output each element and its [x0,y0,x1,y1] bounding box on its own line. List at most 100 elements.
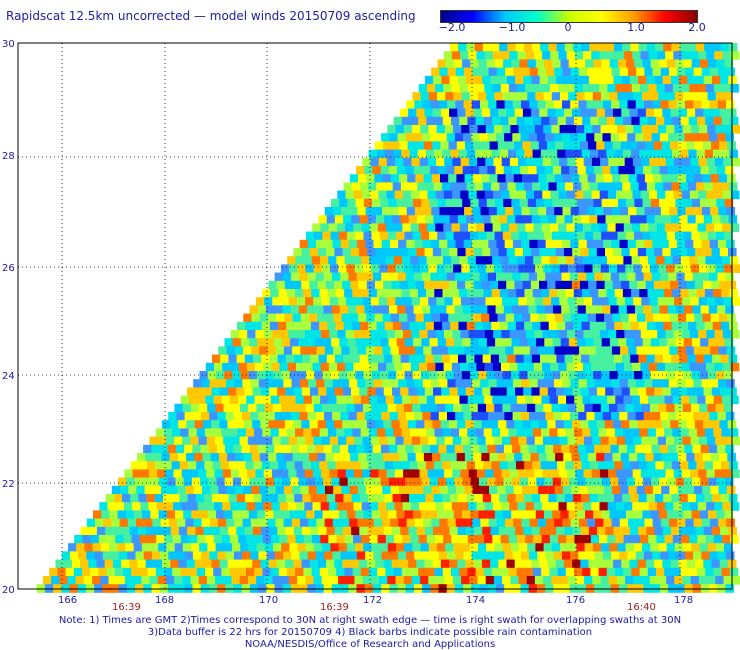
swath-cell [401,428,411,437]
swath-cell [645,108,655,118]
swath-cell [485,469,494,478]
swath-cell [311,395,321,405]
swath-cell [476,502,486,511]
swath-cell [355,338,365,347]
swath-cell [134,510,143,519]
lon-label: 166 [58,595,77,606]
swath-cell [646,75,655,85]
swath-cell [583,502,592,511]
swath-cell [728,215,738,224]
swath-cell [495,338,504,347]
swath-cell [148,469,158,478]
swath-cell [394,190,404,200]
swath-cell [82,567,91,577]
swath-cell [348,272,357,282]
swath-cell [591,330,601,339]
swath-cell [299,412,308,421]
swath-cell [74,535,83,544]
swath-cell [465,248,475,257]
swath-cell [574,362,584,372]
chart-title: Rapidscat 12.5km uncorrected — model win… [6,9,416,23]
swath-cell [512,412,522,421]
swath-cell [496,207,506,216]
swath-cell [698,576,708,585]
swath-cell [304,330,314,339]
swath-cell [322,510,332,519]
swath-cell [357,379,366,388]
swath-cell [653,174,662,183]
swath-cell [493,330,502,339]
swath-cell [571,313,580,323]
swath-cell [487,477,496,487]
swath-cell [432,280,441,290]
swath-cell [507,321,517,331]
swath-cell [609,338,619,347]
swath-cell [725,412,735,421]
swath-cell [436,297,445,306]
swath-cell [255,502,264,511]
swath-cell [449,75,459,85]
swath-cell [322,403,331,413]
swath-cell [673,362,682,372]
swath-cell [649,436,659,446]
swath-cell [632,502,641,511]
swath-cell [136,485,145,495]
swath-cell [568,510,578,519]
swath-cell [164,567,173,577]
swath-cell [265,338,275,347]
swath-cell [438,305,447,314]
swath-cell [476,223,485,232]
swath-cell [480,67,489,77]
swath-cell [558,223,567,232]
swath-cell [318,215,328,224]
swath-cell [575,436,585,446]
swath-cell [175,444,185,454]
swath-cell [157,436,167,446]
swath-cell [474,354,483,364]
swath-cell [501,502,510,511]
swath-cell [628,518,637,528]
swath-cell [143,551,153,560]
swath-cell [423,518,432,528]
swath-cell [482,494,492,503]
swath-cell [433,75,442,85]
swath-cell [159,444,169,454]
swath-cell [580,248,589,257]
swath-cell [491,321,500,331]
swath-cell [334,420,343,429]
swath-cell [461,576,470,585]
swath-cell [586,239,596,249]
swath-cell [137,559,147,569]
swath-cell [723,297,732,306]
swath-cell [539,420,548,429]
swath-cell [338,231,348,241]
swath-cell [540,43,549,52]
swath-cell [126,477,135,487]
swath-cell [361,190,371,200]
swath-cell [451,223,461,232]
swath-cell [541,256,550,265]
swath-cell [658,510,668,519]
swath-cell [678,141,687,150]
swath-cell [332,272,341,282]
swath-cell [666,125,675,134]
swath-cell [616,157,626,167]
swath-cell [353,330,363,339]
swath-cell [544,59,553,68]
swath-cell [418,567,427,577]
swath-cell [430,305,439,314]
swath-cell [578,379,588,388]
swath-cell [172,567,181,577]
swath-cell [517,190,527,200]
swath-cell [548,494,557,503]
swath-cell [599,84,608,93]
swath-cell [711,559,721,569]
swath-cell [376,354,385,364]
swath-cell [287,535,296,544]
swath-cell [236,526,245,536]
swath-cell [343,494,352,503]
swath-cell [407,420,417,429]
swath-cell [488,67,498,77]
swath-cell [114,567,124,577]
swath-cell [486,338,496,347]
